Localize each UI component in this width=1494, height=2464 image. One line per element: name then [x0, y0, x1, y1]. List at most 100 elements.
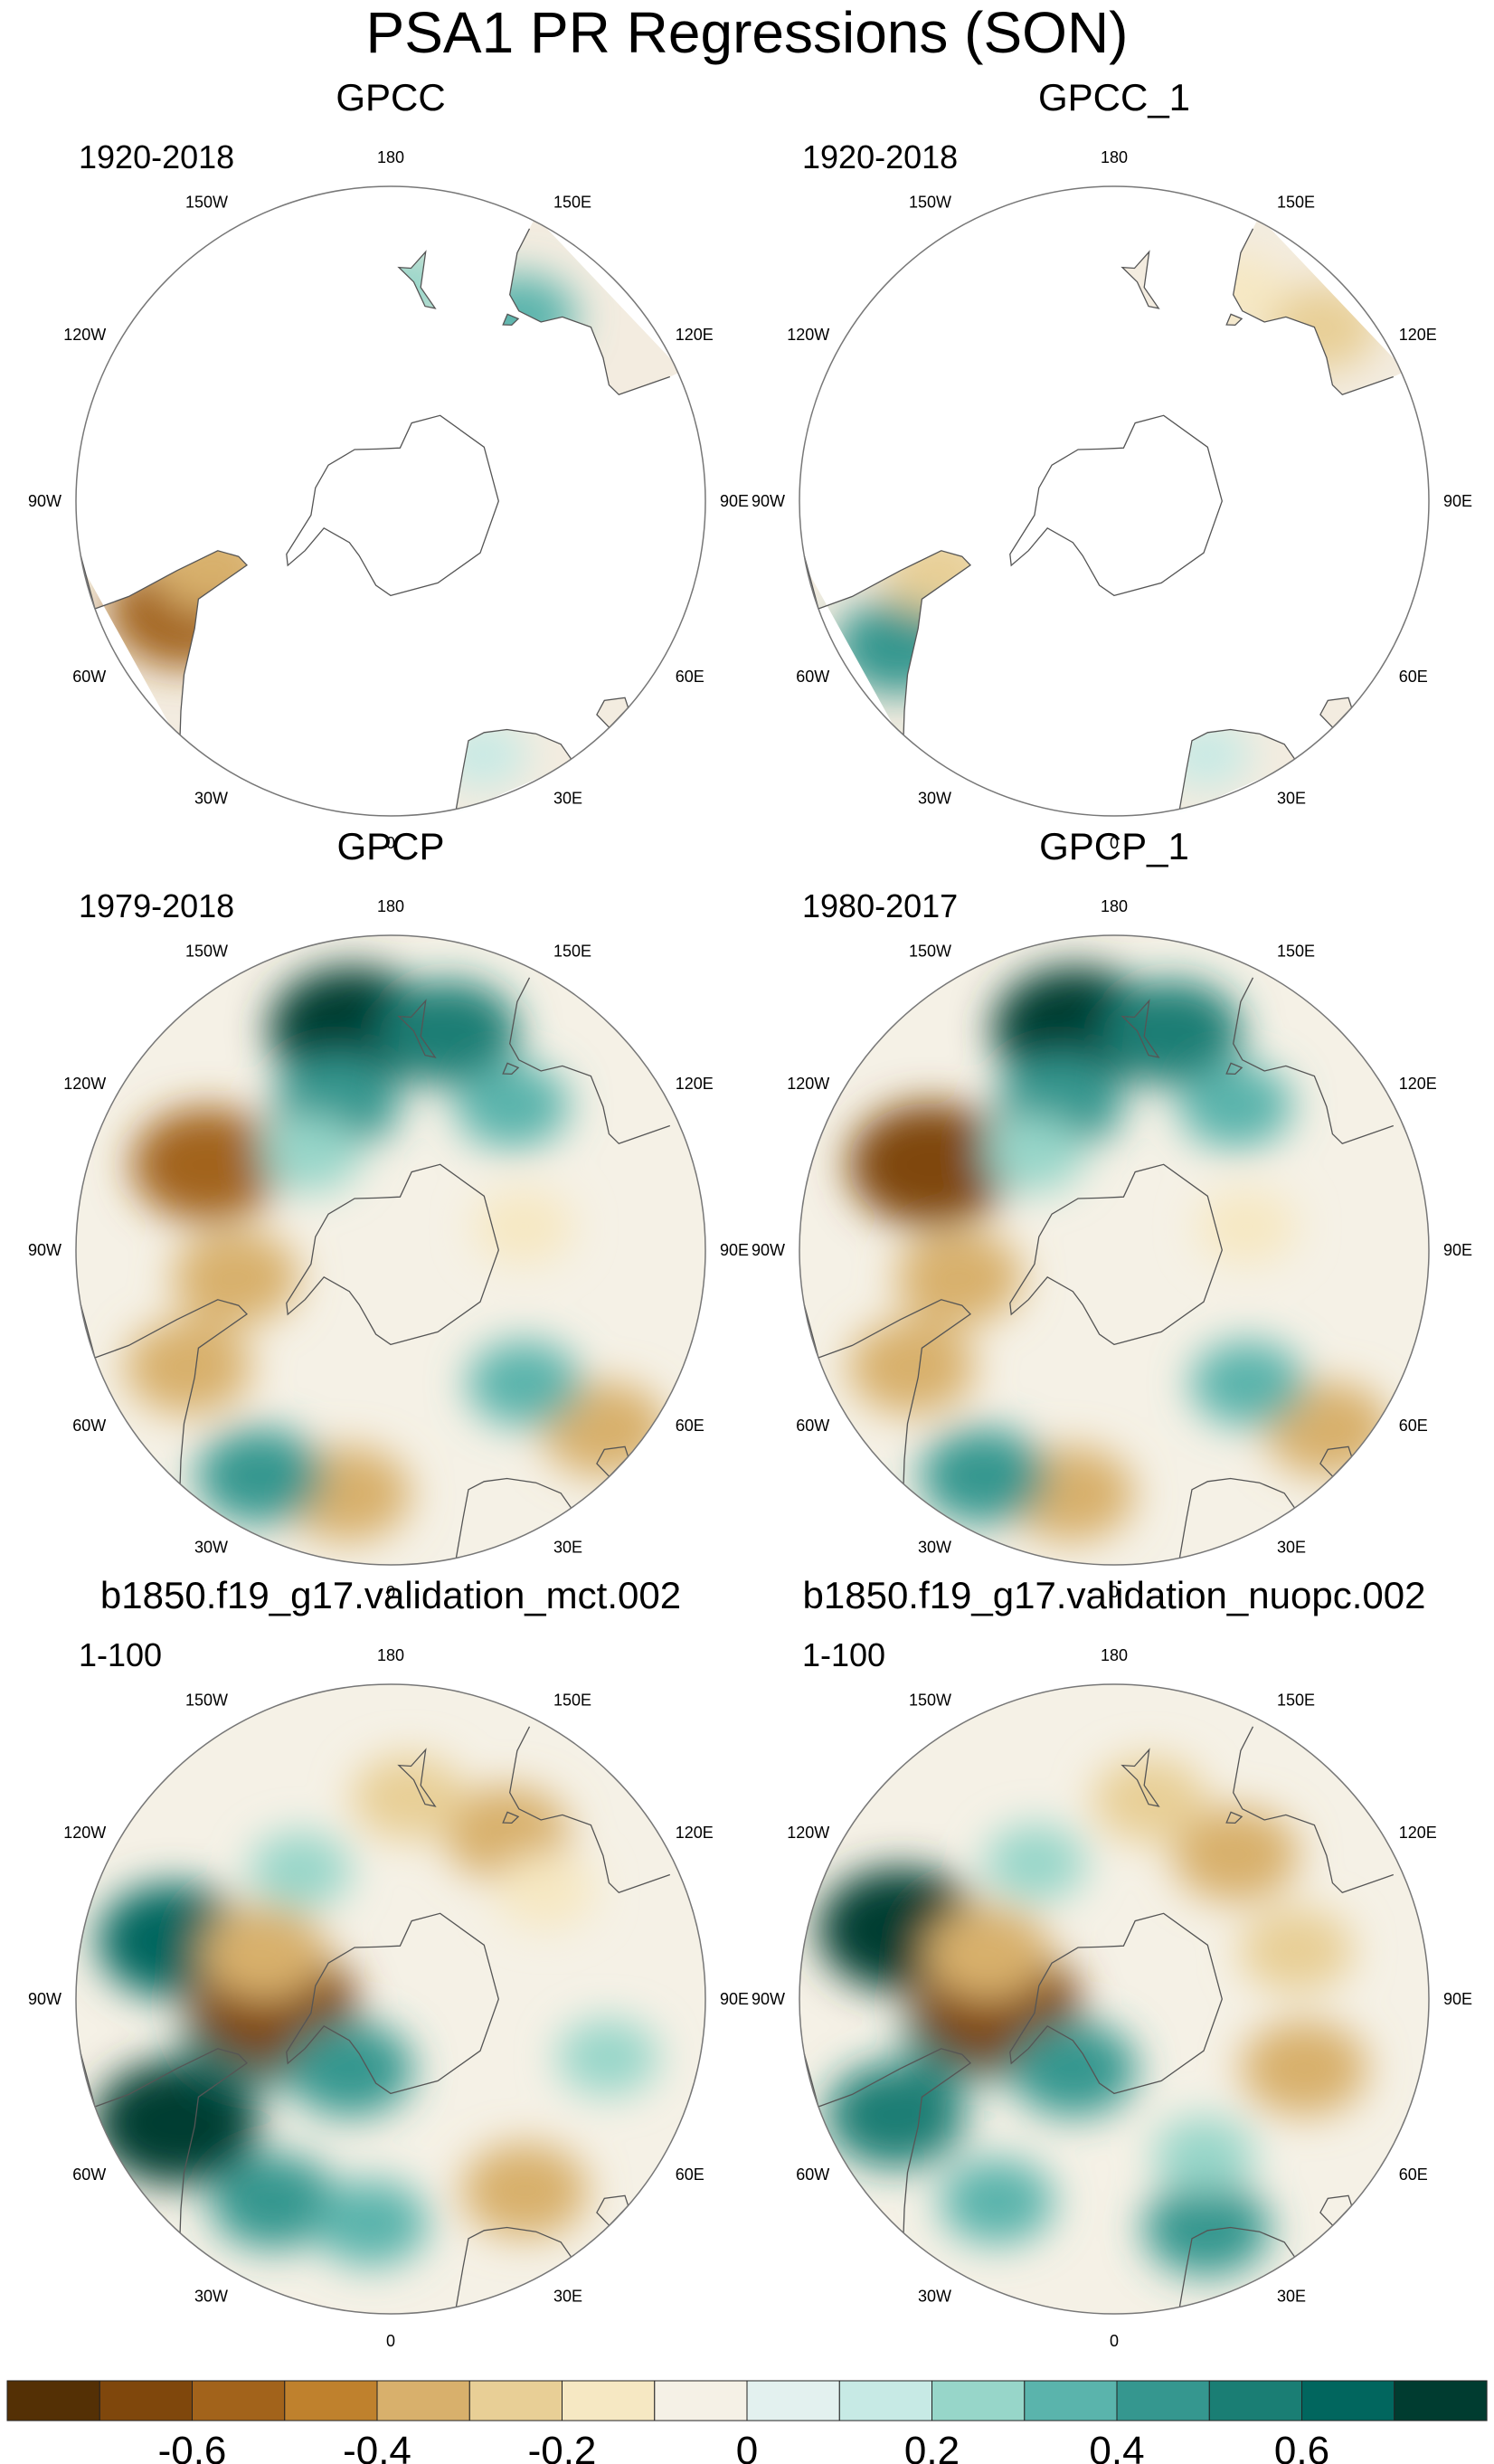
longitude-label: 90E [720, 1241, 749, 1259]
coastline [1233, 977, 1395, 1145]
longitude-label: 30W [918, 1539, 951, 1557]
coastlines [803, 228, 1395, 810]
field-layer [799, 1684, 1429, 2314]
coastline [1120, 250, 1160, 309]
longitude-label: 120E [676, 1824, 714, 1842]
longitude-label: 150W [909, 193, 951, 211]
map-panel: GPCP 1979-2018 0 30E 60E 90E 120E 150E 180 150W 12… [28, 825, 749, 1601]
coastlines [80, 228, 671, 810]
longitude-label: 60E [676, 2165, 704, 2184]
field-mark [287, 2022, 414, 2117]
longitude-label: 0 [386, 1583, 395, 1601]
field-mark [1102, 981, 1243, 1085]
colorbar-swatch [654, 2380, 748, 2421]
longitude-label: 180 [1101, 1646, 1128, 1664]
coastline [1120, 1748, 1160, 1807]
field-layer [76, 935, 705, 1565]
longitude-label: 0 [1110, 1583, 1119, 1601]
field-mark [472, 1189, 574, 1265]
coastlines [80, 977, 671, 1559]
colorbar-swatch [1394, 2380, 1488, 2421]
longitude-label: 90W [752, 492, 785, 510]
coastline [509, 228, 671, 396]
longitude-label: 30W [918, 790, 951, 808]
coastline [1225, 1062, 1243, 1076]
coastline [502, 1811, 520, 1824]
longitude-label: 60E [1399, 668, 1428, 686]
coastline [397, 1748, 437, 1807]
longitude-label: 30W [918, 2288, 951, 2306]
colorbar-swatch [838, 2380, 933, 2421]
field-mark [314, 2180, 429, 2266]
coastline-antarctica [286, 1163, 499, 1346]
field-mark [455, 1062, 570, 1149]
longitude-label: 0 [1110, 2332, 1119, 2350]
longitude-label: 120E [676, 326, 714, 344]
panel-title: GPCC [336, 76, 445, 118]
coastline [455, 1477, 572, 1559]
longitude-label: 180 [377, 148, 404, 166]
field-mark [848, 1319, 976, 1415]
coastline [1225, 313, 1243, 327]
colorbar-tick-label: 0 [736, 2429, 758, 2464]
coastline [1120, 999, 1160, 1058]
map-panel: GPCC_1 1920-2018 0 30E 60E 90E 120E 150E 180 150W… [752, 76, 1472, 852]
panels: GPCC 1920-2018 0 30E 60E 90E 120E 150E 180 150W 12… [28, 76, 1472, 2350]
coastline [80, 550, 248, 735]
coastline [1178, 1477, 1296, 1559]
colorbar-tick-label: -0.2 [528, 2429, 597, 2464]
chart-title: PSA1 PR Regressions (SON) [366, 0, 1129, 65]
map-boundary [799, 934, 1430, 1566]
coastline [455, 728, 572, 810]
field-layer [76, 186, 683, 814]
longitude-label: 60E [676, 1417, 704, 1435]
map-boundary [75, 1683, 706, 2315]
field-mark [461, 2143, 589, 2239]
longitude-label: 150E [553, 942, 591, 960]
colorbar-swatch [468, 2380, 563, 2421]
coastlines [80, 1726, 671, 2308]
longitude-label: 60E [1399, 1417, 1428, 1435]
field-mark [1185, 252, 1287, 329]
longitude-label: 180 [377, 897, 404, 915]
field-layer [76, 1684, 705, 2314]
coastline [1233, 228, 1395, 396]
coastline [509, 1726, 671, 1894]
field-mark [462, 274, 577, 360]
field-mark [982, 1115, 1084, 1192]
field-mark [895, 1229, 1023, 1325]
longitude-label: 120E [1399, 1075, 1437, 1093]
panel-period: 1979-2018 [79, 887, 234, 924]
coastline [509, 977, 671, 1145]
longitude-label: 120W [787, 326, 829, 344]
longitude-label: 90E [720, 1990, 749, 2008]
longitude-label: 90E [1443, 1241, 1472, 1259]
colorbar-swatch [6, 2380, 100, 2421]
longitude-label: 150W [185, 942, 228, 960]
panel-period: 1-100 [79, 1636, 162, 1673]
field-background [76, 186, 683, 814]
longitude-label: 60W [72, 2165, 106, 2184]
field-layer [799, 186, 1406, 814]
longitude-label: 30W [194, 2288, 228, 2306]
longitude-label: 120W [787, 1824, 829, 1842]
longitude-label: 120W [787, 1075, 829, 1093]
field-mark [1172, 1806, 1300, 1902]
longitude-label: 150E [1277, 1691, 1315, 1709]
longitude-label: 180 [1101, 897, 1128, 915]
panel-title: GPCP_1 [1039, 825, 1189, 867]
longitude-label: 60W [796, 668, 829, 686]
panel-title: GPCP [336, 825, 444, 867]
longitude-label: 90W [28, 1990, 61, 2008]
colorbar-tick-label: -0.6 [158, 2429, 227, 2464]
coastline [80, 1299, 248, 1484]
longitude-label: 0 [386, 2332, 395, 2350]
map-panel: b1850.f19_g17.validation_mct.002 1-100 0 30… [28, 1574, 749, 2350]
coastline [803, 1299, 971, 1484]
longitude-label: 0 [1110, 834, 1119, 852]
field-mark [835, 599, 961, 695]
colorbar-swatch [284, 2380, 378, 2421]
longitude-label: 180 [1101, 148, 1128, 166]
map-panel: b1850.f19_g17.validation_nuopc.002 1-100 0… [752, 1574, 1472, 2350]
